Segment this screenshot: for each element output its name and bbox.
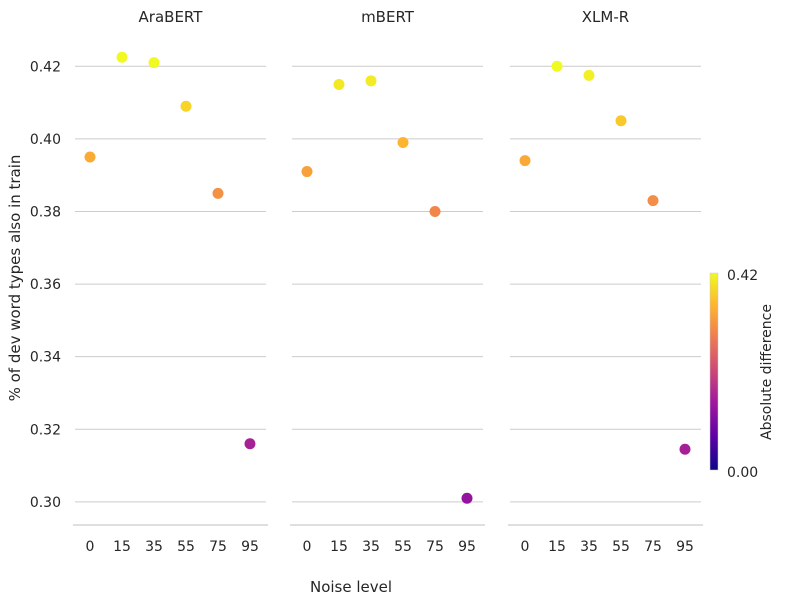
y-tick-label: 0.40 (30, 132, 61, 148)
panel-mbert: mBERT 0 15 35 55 75 95 (290, 8, 485, 555)
colorbar-gradient (709, 272, 719, 471)
x-tick-label: 15 (330, 539, 348, 555)
data-point (679, 443, 691, 455)
x-tick-label: 75 (209, 539, 227, 555)
y-tick-label: 0.36 (30, 277, 61, 293)
panel-title: mBERT (361, 8, 415, 26)
panel-arabert: AraBERT 0.30 0.32 0.34 0.36 0.38 0.40 0.42 0 15 35… (30, 8, 268, 555)
x-tick-label: 75 (426, 539, 444, 555)
data-point (116, 51, 128, 63)
data-point (397, 137, 409, 149)
x-tick-label: 55 (612, 539, 630, 555)
data-point (647, 195, 659, 207)
panel-title: AraBERT (139, 8, 204, 26)
data-point (212, 187, 224, 199)
data-point (461, 492, 473, 504)
x-tick-label: 15 (113, 539, 131, 555)
panel-title: XLM-R (582, 8, 629, 26)
data-point (365, 75, 377, 87)
y-axis-label: % of dev word types also in train (6, 155, 24, 402)
colorbar-label: Absolute difference (759, 304, 775, 440)
x-tick-label: 15 (548, 539, 566, 555)
colorbar-min-label: 0.00 (727, 465, 758, 481)
colorbar-max-label: 0.42 (727, 268, 758, 284)
data-point (583, 69, 595, 81)
data-point (429, 205, 441, 217)
x-tick-label: 35 (580, 539, 598, 555)
x-tick-label: 95 (241, 539, 259, 555)
x-tick-label: 0 (86, 539, 95, 555)
data-point (180, 100, 192, 112)
x-tick-label: 35 (362, 539, 380, 555)
x-tick-label: 55 (177, 539, 195, 555)
x-tick-label: 35 (145, 539, 163, 555)
x-tick-label: 95 (458, 539, 476, 555)
y-tick-label: 0.30 (30, 495, 61, 511)
x-tick-label: 75 (644, 539, 662, 555)
panel-xlm-r: XLM-R 0 15 35 55 75 95 (508, 8, 703, 555)
panels-layer: AraBERT 0.30 0.32 0.34 0.36 0.38 0.40 0.42 0 15 35… (30, 8, 703, 555)
data-point (519, 155, 531, 167)
data-point (244, 438, 256, 450)
y-tick-label: 0.42 (30, 59, 61, 75)
colorbar: 0.42 0.00 Absolute difference (709, 268, 775, 481)
data-point (84, 151, 96, 163)
x-tick-label: 55 (394, 539, 412, 555)
y-tick-label: 0.38 (30, 204, 61, 220)
x-tick-label: 0 (521, 539, 530, 555)
data-point (615, 115, 627, 127)
x-axis-label: Noise level (310, 578, 392, 596)
data-point (551, 60, 563, 72)
data-point (148, 57, 160, 69)
data-point (333, 78, 345, 90)
y-tick-label: 0.32 (30, 422, 61, 438)
data-point (301, 166, 313, 178)
x-tick-label: 0 (303, 539, 312, 555)
x-tick-label: 95 (676, 539, 694, 555)
y-tick-label: 0.34 (30, 350, 61, 366)
